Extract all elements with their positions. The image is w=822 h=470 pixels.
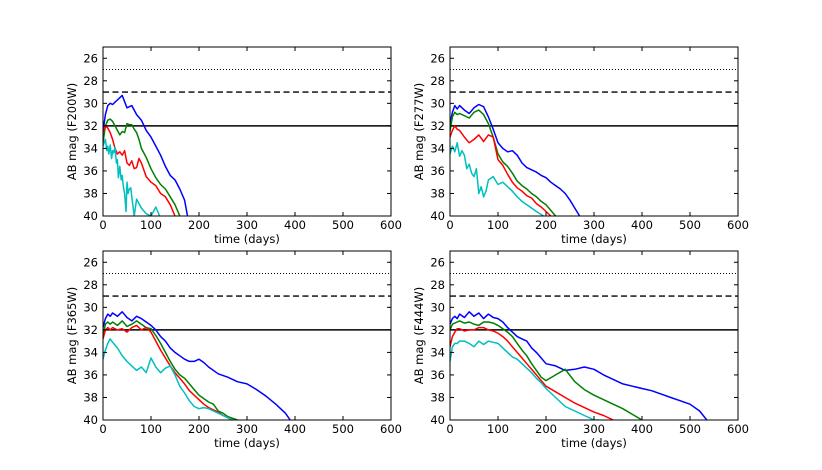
x-tick-label-200: 200 bbox=[188, 422, 210, 436]
y-tick-label-40: 40 bbox=[430, 413, 445, 427]
y-tick-label-26: 26 bbox=[83, 255, 98, 269]
x-tick-label-500: 500 bbox=[679, 422, 701, 436]
y-tick-label-40: 40 bbox=[83, 209, 98, 223]
y-tick-label-26: 26 bbox=[430, 51, 445, 65]
x-tick-label-400: 400 bbox=[631, 422, 653, 436]
x-tick-label-500: 500 bbox=[332, 422, 354, 436]
x-tick-label-400: 400 bbox=[631, 218, 653, 232]
x-tick-label-100: 100 bbox=[487, 218, 509, 232]
x-tick-label-500: 500 bbox=[332, 218, 354, 232]
series-group bbox=[450, 311, 708, 420]
x-axis-label: time (days) bbox=[214, 436, 280, 450]
panel-f277w: 0 100 200 300 400 500 600 26 28 30 32 34 36 38 40 time … bbox=[412, 46, 749, 246]
y-tick-label-36: 36 bbox=[83, 368, 98, 382]
x-axis-label: time (days) bbox=[214, 232, 280, 246]
y-tick-label-30: 30 bbox=[430, 300, 445, 314]
x-tick-label-300: 300 bbox=[236, 218, 258, 232]
series-line-red bbox=[450, 125, 552, 216]
y-tick-label-30: 30 bbox=[83, 300, 98, 314]
plot-frame bbox=[449, 46, 739, 217]
y-axis-label-ab-mag-f200w: AB mag (F200W) bbox=[65, 83, 79, 181]
series-line-blue bbox=[450, 103, 581, 216]
x-axis-label: time (days) bbox=[561, 232, 627, 246]
series-line-green bbox=[103, 320, 238, 420]
x-tick-label-600: 600 bbox=[380, 422, 402, 436]
x-tick-label-300: 300 bbox=[583, 218, 605, 232]
y-tick-label-30: 30 bbox=[83, 96, 98, 110]
panel-f200w: 0 100 200 300 400 500 600 26 28 30 32 34 36 38 40 time … bbox=[65, 46, 402, 246]
y-tick-label-28: 28 bbox=[430, 278, 445, 292]
x-tick-label-100: 100 bbox=[487, 422, 509, 436]
series-line-blue bbox=[450, 311, 708, 420]
series-line-blue bbox=[103, 94, 189, 216]
series-line-cyan bbox=[450, 142, 544, 216]
y-tick-label-34: 34 bbox=[83, 345, 98, 359]
series-line-red bbox=[103, 125, 176, 216]
x-tick-label-300: 300 bbox=[236, 422, 258, 436]
series-line-green bbox=[450, 109, 557, 216]
series-line-red bbox=[450, 326, 614, 420]
series-group bbox=[450, 103, 581, 216]
series-line-green bbox=[103, 118, 181, 216]
x-tick-label-0: 0 bbox=[446, 422, 453, 436]
x-tick-label-0: 0 bbox=[99, 422, 106, 436]
panel-f444w: 0 100 200 300 400 500 600 26 28 30 32 34 36 38 40 time … bbox=[412, 250, 749, 450]
series-group bbox=[103, 311, 291, 420]
x-tick-label-400: 400 bbox=[284, 422, 306, 436]
y-tick-label-34: 34 bbox=[83, 141, 98, 155]
y-tick-label-26: 26 bbox=[430, 255, 445, 269]
plot-frame bbox=[102, 250, 392, 421]
x-tick-label-100: 100 bbox=[140, 218, 162, 232]
x-tick-label-0: 0 bbox=[99, 218, 106, 232]
y-tick-label-32: 32 bbox=[83, 119, 98, 133]
y-tick-label-30: 30 bbox=[430, 96, 445, 110]
x-tick-label-600: 600 bbox=[727, 218, 749, 232]
x-tick-label-200: 200 bbox=[535, 422, 557, 436]
x-tick-label-500: 500 bbox=[679, 218, 701, 232]
series-line-cyan bbox=[103, 338, 233, 420]
y-tick-label-36: 36 bbox=[83, 164, 98, 178]
y-tick-label-40: 40 bbox=[83, 413, 98, 427]
series-group bbox=[103, 94, 189, 216]
series-line-cyan bbox=[450, 340, 599, 420]
series-line-red bbox=[103, 324, 233, 420]
y-tick-label-28: 28 bbox=[430, 74, 445, 88]
x-tick-label-600: 600 bbox=[380, 218, 402, 232]
y-tick-label-34: 34 bbox=[430, 345, 445, 359]
y-tick-label-36: 36 bbox=[430, 368, 445, 382]
y-tick-label-34: 34 bbox=[430, 141, 445, 155]
x-axis-label: time (days) bbox=[561, 436, 627, 450]
y-axis-label-ab-mag-f365w: AB mag (F365W) bbox=[65, 287, 79, 385]
x-tick-label-600: 600 bbox=[727, 422, 749, 436]
x-tick-label-400: 400 bbox=[284, 218, 306, 232]
y-tick-label-32: 32 bbox=[430, 119, 445, 133]
x-tick-label-200: 200 bbox=[188, 218, 210, 232]
y-tick-label-38: 38 bbox=[83, 186, 98, 200]
y-tick-label-32: 32 bbox=[83, 323, 98, 337]
x-tick-label-100: 100 bbox=[140, 422, 162, 436]
panel-f365w: 0 100 200 300 400 500 600 26 28 30 32 34 36 38 40 time … bbox=[65, 250, 402, 450]
y-tick-label-40: 40 bbox=[430, 209, 445, 223]
y-tick-label-36: 36 bbox=[430, 164, 445, 178]
y-tick-label-28: 28 bbox=[83, 74, 98, 88]
x-tick-label-200: 200 bbox=[535, 218, 557, 232]
y-tick-label-38: 38 bbox=[83, 390, 98, 404]
x-tick-label-300: 300 bbox=[583, 422, 605, 436]
y-tick-label-32: 32 bbox=[430, 323, 445, 337]
y-tick-label-38: 38 bbox=[430, 390, 445, 404]
series-line-green bbox=[450, 320, 643, 420]
series-line-blue bbox=[103, 311, 291, 420]
y-tick-label-26: 26 bbox=[83, 51, 98, 65]
series-line-cyan bbox=[103, 138, 161, 216]
y-tick-label-38: 38 bbox=[430, 186, 445, 200]
y-tick-label-28: 28 bbox=[83, 278, 98, 292]
x-tick-label-0: 0 bbox=[446, 218, 453, 232]
y-axis-label-ab-mag-f444w: AB mag (F444W) bbox=[412, 287, 426, 385]
y-axis-label-ab-mag-f277w: AB mag (F277W) bbox=[412, 83, 426, 181]
